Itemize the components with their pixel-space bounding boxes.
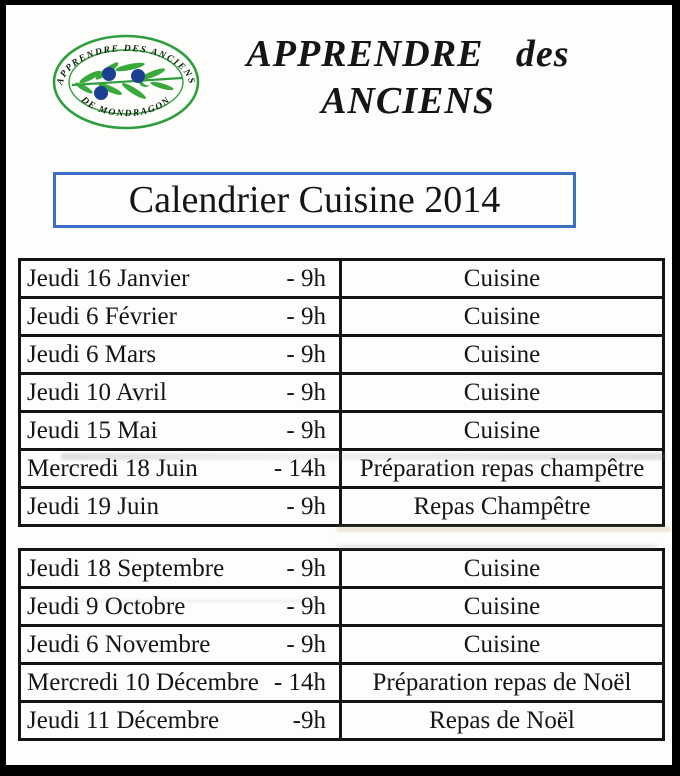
table-row: Jeudi 6 Février - 9h Cuisine [18, 296, 665, 337]
date-label: Jeudi 19 Juin [27, 492, 159, 520]
date-label: Mercredi 10 Décembre [27, 668, 259, 696]
date-label: Jeudi 11 Décembre [27, 706, 220, 734]
table-row: Jeudi 18 Septembre - 9h Cuisine [18, 548, 665, 589]
schedule-table-first-semester: Jeudi 16 Janvier - 9h Cuisine Jeudi 6 Fé… [18, 258, 665, 527]
association-logo: APPRENDRE DES ANCIENS DE MONDRAGON [52, 34, 200, 130]
olive-branch-icon [71, 62, 183, 99]
date-label: Jeudi 15 Mai [27, 416, 158, 444]
activity-cell: Cuisine [339, 624, 665, 665]
date-time-cell: Jeudi 10 Avril - 9h [18, 372, 342, 413]
date-time-cell: Jeudi 16 Janvier - 9h [18, 258, 342, 299]
date-time-cell: Jeudi 19 Juin - 9h [18, 486, 342, 527]
time-label: - 9h [286, 492, 326, 520]
activity-cell: Préparation repas de Noël [339, 662, 665, 703]
table-row: Mercredi 18 Juin - 14h Préparation repas… [18, 448, 665, 489]
date-time-cell: Jeudi 6 Mars - 9h [18, 334, 342, 375]
date-label: Jeudi 10 Avril [27, 378, 167, 406]
date-time-cell: Jeudi 9 Octobre - 9h [18, 586, 342, 627]
time-label: - 9h [286, 630, 326, 658]
activity-cell: Cuisine [339, 258, 665, 299]
activity-cell: Repas Champêtre [339, 486, 665, 527]
time-label: - 14h [273, 454, 326, 482]
activity-cell: Repas de Noël [339, 700, 665, 741]
date-label: Mercredi 18 Juin [27, 454, 198, 482]
document-title-box: Calendrier Cuisine 2014 [53, 172, 576, 228]
svg-text:DE MONDRAGON: DE MONDRAGON [78, 95, 173, 120]
time-label: - 14h [273, 668, 326, 696]
table-row: Jeudi 9 Octobre - 9h Cuisine [18, 586, 665, 627]
activity-cell: Cuisine [339, 548, 665, 589]
page-background: APPRENDRE DES ANCIENS DE MONDRAGON APPRE… [6, 5, 672, 765]
time-label: - 9h [286, 264, 326, 292]
activity-cell: Cuisine [339, 410, 665, 451]
date-label: Jeudi 6 Février [27, 302, 177, 330]
table-row: Jeudi 6 Mars - 9h Cuisine [18, 334, 665, 375]
table-row: Jeudi 10 Avril - 9h Cuisine [18, 372, 665, 413]
logo-inner-ring-icon [68, 49, 184, 115]
table-row: Jeudi 19 Juin - 9h Repas Champêtre [18, 486, 665, 527]
date-label: Jeudi 6 Novembre [27, 630, 211, 658]
olives-icon [94, 67, 145, 100]
table-row: Jeudi 6 Novembre - 9h Cuisine [18, 624, 665, 665]
organization-title-line2: ANCIENS [321, 80, 495, 122]
time-label: -9h [292, 706, 326, 734]
date-time-cell: Jeudi 18 Septembre - 9h [18, 548, 342, 589]
table-row: Jeudi 11 Décembre -9h Repas de Noël [18, 700, 665, 741]
date-time-cell: Jeudi 15 Mai - 9h [18, 410, 342, 451]
time-label: - 9h [286, 302, 326, 330]
logo-outer-ring-icon [52, 34, 200, 130]
date-time-cell: Jeudi 6 Novembre - 9h [18, 624, 342, 665]
date-time-cell: Jeudi 11 Décembre -9h [18, 700, 342, 741]
table-row: Jeudi 16 Janvier - 9h Cuisine [18, 258, 665, 299]
date-time-cell: Mercredi 18 Juin - 14h [18, 448, 342, 489]
table-row: Jeudi 15 Mai - 9h Cuisine [18, 410, 665, 451]
time-label: - 9h [286, 554, 326, 582]
date-label: Jeudi 6 Mars [27, 340, 157, 368]
time-label: - 9h [286, 340, 326, 368]
time-label: - 9h [286, 378, 326, 406]
document-title: Calendrier Cuisine 2014 [128, 179, 501, 221]
organization-title-line1: APPRENDRE des [246, 33, 570, 75]
date-time-cell: Mercredi 10 Décembre - 14h [18, 662, 342, 703]
date-label: Jeudi 18 Septembre [27, 554, 225, 582]
schedule-table-second-semester: Jeudi 18 Septembre - 9h Cuisine Jeudi 9 … [18, 548, 665, 741]
logo-bottom-text: DE MONDRAGON [78, 95, 171, 120]
table-row: Mercredi 10 Décembre - 14h Préparation r… [18, 662, 665, 703]
time-label: - 9h [286, 416, 326, 444]
organization-title: APPRENDRE des ANCIENS [224, 31, 592, 125]
activity-cell: Préparation repas champêtre [339, 448, 665, 489]
date-label: Jeudi 9 Octobre [27, 592, 186, 620]
time-label: - 9h [286, 592, 326, 620]
activity-cell: Cuisine [339, 586, 665, 627]
date-label: Jeudi 16 Janvier [27, 264, 190, 292]
activity-cell: Cuisine [339, 372, 665, 413]
date-time-cell: Jeudi 6 Février - 9h [18, 296, 342, 337]
activity-cell: Cuisine [339, 296, 665, 337]
activity-cell: Cuisine [339, 334, 665, 375]
